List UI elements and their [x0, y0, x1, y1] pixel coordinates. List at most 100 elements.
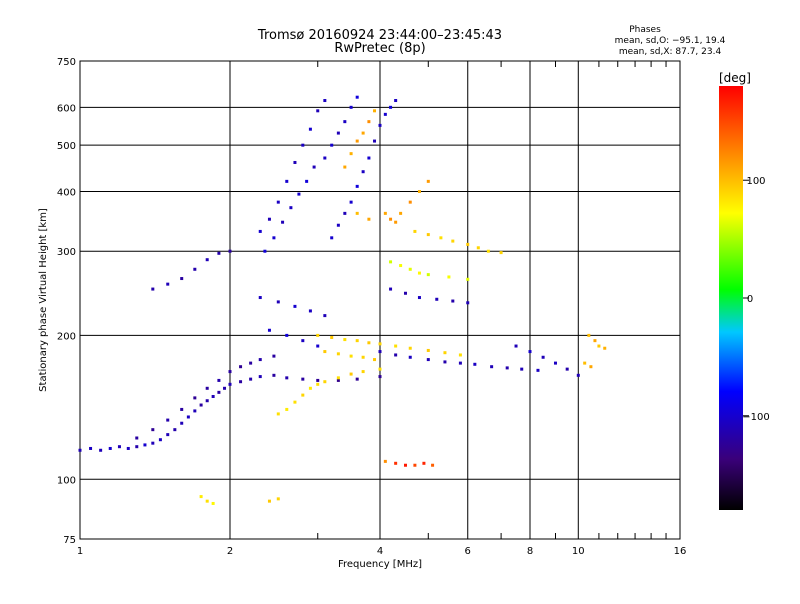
data-point: [135, 445, 139, 449]
data-point: [193, 267, 197, 271]
data-point: [158, 438, 162, 442]
data-point: [451, 239, 455, 243]
data-point: [330, 236, 334, 240]
data-point: [349, 200, 353, 204]
data-point: [583, 361, 587, 365]
data-point: [272, 373, 276, 377]
data-point: [417, 271, 421, 275]
data-point: [355, 139, 359, 143]
data-point: [166, 418, 170, 422]
data-point: [408, 267, 412, 271]
data-point: [355, 339, 359, 343]
data-point: [285, 407, 289, 411]
stats-line-o: mean, sd,O: −95.1, 19.4: [615, 36, 726, 46]
data-point: [293, 400, 297, 404]
data-point: [514, 344, 518, 348]
data-point: [223, 386, 227, 390]
data-point: [413, 229, 417, 233]
data-point: [443, 360, 447, 364]
colorbar: [719, 86, 743, 510]
data-point: [217, 378, 221, 382]
data-point: [205, 499, 209, 503]
data-point: [289, 206, 293, 210]
data-point: [316, 382, 320, 386]
data-point: [367, 120, 371, 124]
chart-title: Tromsø 20160924 23:44:00–23:45:43: [257, 28, 502, 43]
data-point: [361, 370, 365, 374]
data-point: [389, 105, 393, 109]
data-point: [199, 403, 203, 407]
data-point: [301, 339, 305, 343]
data-point: [603, 346, 607, 350]
data-point: [553, 361, 557, 365]
colorbar-ticks: 100 0 −100: [742, 176, 769, 423]
data-point: [528, 350, 532, 354]
x-axis-label: Frequency [MHz]: [338, 559, 422, 570]
data-point: [330, 143, 334, 147]
data-point: [336, 378, 340, 382]
data-point: [373, 358, 377, 362]
y-tick-label: 400: [57, 187, 76, 198]
data-point: [217, 390, 221, 394]
data-point: [199, 495, 203, 499]
data-point: [336, 131, 340, 135]
data-point: [520, 367, 524, 371]
data-point: [135, 436, 139, 440]
data-point: [439, 236, 443, 240]
data-point: [330, 335, 334, 339]
data-point: [473, 362, 477, 366]
data-point: [383, 459, 387, 463]
data-point: [367, 217, 371, 221]
data-point: [458, 361, 462, 365]
y-tick-label: 300: [57, 247, 76, 258]
x-tick-label: 6: [465, 546, 471, 557]
data-point: [403, 291, 407, 295]
colorbar-tick-label: 100: [746, 176, 765, 187]
data-point: [373, 109, 377, 113]
data-point: [308, 309, 312, 313]
data-point: [490, 365, 494, 369]
data-point: [173, 428, 177, 432]
x-tick-label: 10: [572, 546, 585, 557]
data-point: [426, 233, 430, 237]
data-point: [285, 376, 289, 380]
colorbar-tick-label: −100: [742, 412, 769, 423]
data-point: [447, 275, 451, 279]
data-point: [211, 501, 215, 505]
data-point: [417, 296, 421, 300]
data-point: [336, 223, 340, 227]
data-point: [180, 421, 184, 425]
colorbar-label: [deg]: [719, 71, 751, 85]
data-point: [285, 179, 289, 183]
data-point: [383, 112, 387, 116]
data-point: [166, 433, 170, 437]
data-point: [389, 287, 393, 291]
data-point: [343, 338, 347, 342]
axis-ticks: 1 2 4 6 8 10 16 75 100 200 300 400 500 600 750: [57, 57, 686, 557]
data-point: [349, 152, 353, 156]
data-point: [476, 246, 480, 250]
data-point: [361, 355, 365, 359]
data-point: [99, 448, 103, 452]
data-point: [276, 200, 280, 204]
data-point: [536, 368, 540, 372]
data-point: [361, 131, 365, 135]
data-point: [389, 260, 393, 264]
data-point: [355, 377, 359, 381]
data-point: [305, 179, 309, 183]
data-point: [378, 123, 382, 127]
data-point: [486, 249, 490, 253]
y-tick-label: 750: [57, 57, 76, 68]
data-point: [228, 370, 232, 374]
data-point: [276, 300, 280, 304]
data-point: [373, 139, 377, 143]
data-point: [383, 211, 387, 215]
data-point: [263, 249, 267, 253]
data-point: [308, 127, 312, 131]
data-point: [205, 386, 209, 390]
data-point: [301, 377, 305, 381]
data-point: [361, 170, 365, 174]
data-point: [587, 333, 591, 337]
data-point: [343, 120, 347, 124]
data-point: [399, 264, 403, 268]
